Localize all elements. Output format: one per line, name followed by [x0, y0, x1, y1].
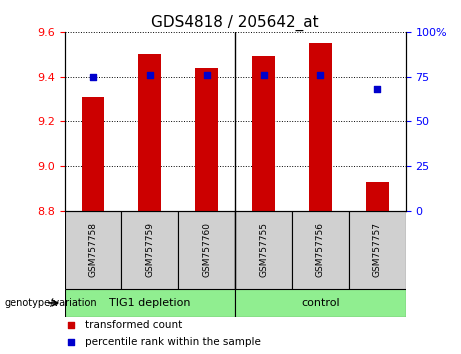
- Bar: [65, 289, 235, 317]
- Bar: [65, 211, 121, 289]
- Bar: [366, 182, 389, 211]
- Point: [68, 322, 75, 328]
- Point: [260, 72, 267, 78]
- Bar: [82, 97, 104, 211]
- Text: GSM757757: GSM757757: [373, 222, 382, 277]
- Text: control: control: [301, 298, 340, 308]
- Bar: [309, 43, 332, 211]
- Point: [89, 74, 97, 79]
- Text: transformed count: transformed count: [85, 320, 182, 330]
- Text: TIG1 depletion: TIG1 depletion: [109, 298, 190, 308]
- Bar: [195, 68, 218, 211]
- Bar: [292, 211, 349, 289]
- Point: [68, 339, 75, 345]
- Bar: [235, 211, 292, 289]
- Bar: [121, 211, 178, 289]
- Bar: [252, 56, 275, 211]
- Text: genotype/variation: genotype/variation: [5, 298, 97, 308]
- Text: percentile rank within the sample: percentile rank within the sample: [85, 337, 261, 347]
- Point: [146, 72, 154, 78]
- Point: [203, 72, 210, 78]
- Point: [317, 72, 324, 78]
- Point: [373, 86, 381, 92]
- Text: GSM757760: GSM757760: [202, 222, 211, 277]
- Text: GSM757758: GSM757758: [89, 222, 97, 277]
- Bar: [138, 54, 161, 211]
- Title: GDS4818 / 205642_at: GDS4818 / 205642_at: [151, 14, 319, 30]
- Text: GSM757756: GSM757756: [316, 222, 325, 277]
- Bar: [178, 211, 235, 289]
- Bar: [349, 211, 406, 289]
- Text: GSM757759: GSM757759: [145, 222, 154, 277]
- Text: GSM757755: GSM757755: [259, 222, 268, 277]
- Bar: [235, 289, 406, 317]
